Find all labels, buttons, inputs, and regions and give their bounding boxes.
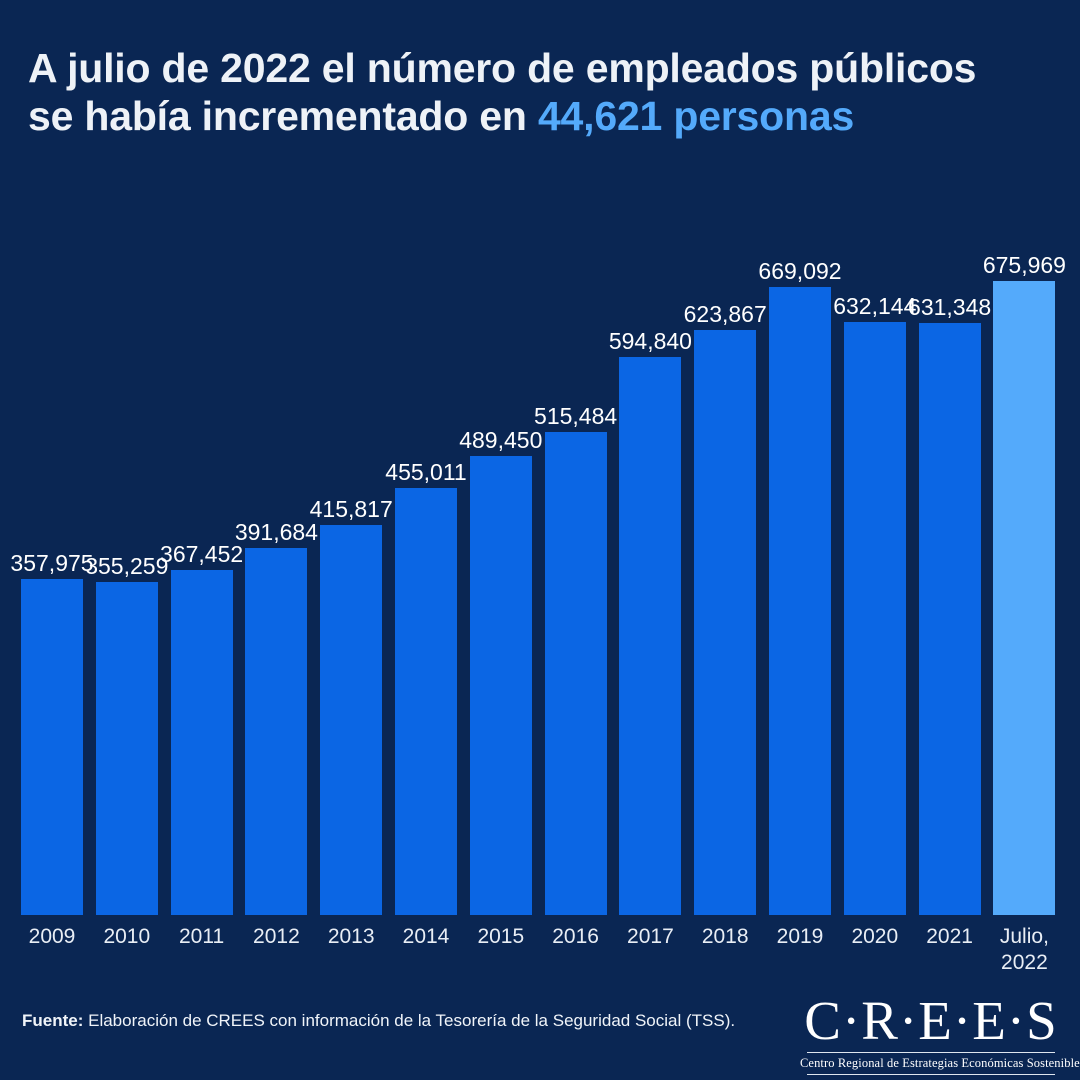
bar[interactable]: [245, 548, 308, 915]
logo-wordmark: C·R·E·E·S: [804, 990, 1058, 1051]
bar[interactable]: [395, 488, 457, 915]
bar-value-label: 515,484: [534, 403, 618, 429]
bar-highlighted[interactable]: [993, 281, 1056, 915]
bar[interactable]: [320, 525, 383, 915]
bar-group: 355,259 2010: [85, 553, 168, 948]
bar[interactable]: [769, 287, 831, 915]
bar-value-label: 594,840: [608, 328, 692, 354]
source-label: Fuente:: [22, 1011, 84, 1030]
x-axis-label: 2012: [253, 925, 300, 948]
x-axis-label: 2013: [327, 925, 375, 948]
page-title: A julio de 2022 el número de empleados p…: [28, 44, 1058, 140]
bar-value-label: 631,348: [908, 294, 992, 320]
x-axis-label: 2019: [776, 925, 824, 948]
footer: Fuente: Elaboración de CREES con informa…: [0, 990, 1080, 1080]
x-axis-label: 2016: [552, 925, 599, 948]
bar-value-label: 632,144: [833, 293, 917, 319]
title-highlight-value: 44,621 personas: [537, 93, 855, 139]
bar-group: 669,092 2019: [758, 258, 841, 948]
bar-group: 594,840 2017: [609, 328, 692, 948]
bar[interactable]: [170, 570, 233, 915]
bar[interactable]: [918, 323, 981, 915]
bar[interactable]: [544, 432, 607, 915]
x-axis-label: 2009: [28, 925, 76, 948]
bar-group: 632,144 2020: [833, 293, 916, 948]
bar-value-label: 669,092: [758, 258, 842, 284]
x-axis-label: 2018: [701, 925, 749, 948]
bar-group: 455,011 2014: [385, 459, 466, 948]
bar-value-label: 489,450: [459, 427, 543, 453]
x-axis-label: 2020: [851, 925, 899, 948]
bar[interactable]: [95, 582, 158, 915]
bar[interactable]: [21, 579, 83, 915]
bar-group: 367,452 2011: [160, 541, 243, 948]
bar-value-label: 675,969: [982, 252, 1066, 278]
bar-group: 391,684 2012: [235, 519, 318, 948]
title-line-2-prefix: se había incrementado en: [28, 93, 538, 139]
bar-value-label: 367,452: [160, 541, 244, 567]
bar-value-label: 391,684: [234, 519, 318, 545]
bar-group: 415,817 2013: [310, 496, 393, 948]
title-line-2: se había incrementado en 44,621 personas: [28, 92, 1058, 140]
bar-group: 489,450 2015: [459, 427, 542, 948]
bar-value-label: 623,867: [683, 301, 767, 327]
bar-group: 357,975 2009: [10, 550, 93, 948]
bar-group: 515,484 2016: [534, 403, 617, 948]
bar-value-label: 415,817: [309, 496, 393, 522]
logo-divider-top: [807, 1052, 1055, 1053]
bar[interactable]: [619, 357, 682, 915]
x-axis-label: 2014: [402, 925, 450, 948]
bar[interactable]: [843, 322, 906, 915]
bar[interactable]: [694, 330, 757, 915]
title-line-1: A julio de 2022 el número de empleados p…: [28, 45, 977, 91]
x-axis-label: 2011: [179, 925, 225, 948]
x-axis-label: 2021: [926, 925, 973, 948]
source-note: Fuente: Elaboración de CREES con informa…: [22, 1010, 735, 1032]
bar-value-label: 455,011: [385, 459, 467, 485]
x-axis-label: 2015: [477, 925, 525, 948]
x-axis-label: 2017: [627, 925, 674, 948]
source-text: Elaboración de CREES con información de …: [83, 1011, 736, 1030]
logo-divider-bottom: [807, 1074, 1055, 1075]
bar-value-label: 357,975: [10, 550, 94, 576]
bar[interactable]: [469, 456, 532, 915]
x-axis-label: 2010: [103, 925, 151, 948]
bar-value-label: 355,259: [85, 553, 169, 579]
logo-tagline: Centro Regional de Estrategias Económica…: [800, 1056, 1080, 1070]
bar-group: 675,969 Julio, 2022: [983, 252, 1066, 974]
crees-logo: C·R·E·E·S Centro Regional de Estrategias…: [800, 990, 1080, 1075]
x-axis-label: Julio, 2022: [999, 925, 1049, 974]
bar-group: 623,867 2018: [684, 301, 767, 948]
bar-group: 631,348 2021: [908, 294, 991, 948]
